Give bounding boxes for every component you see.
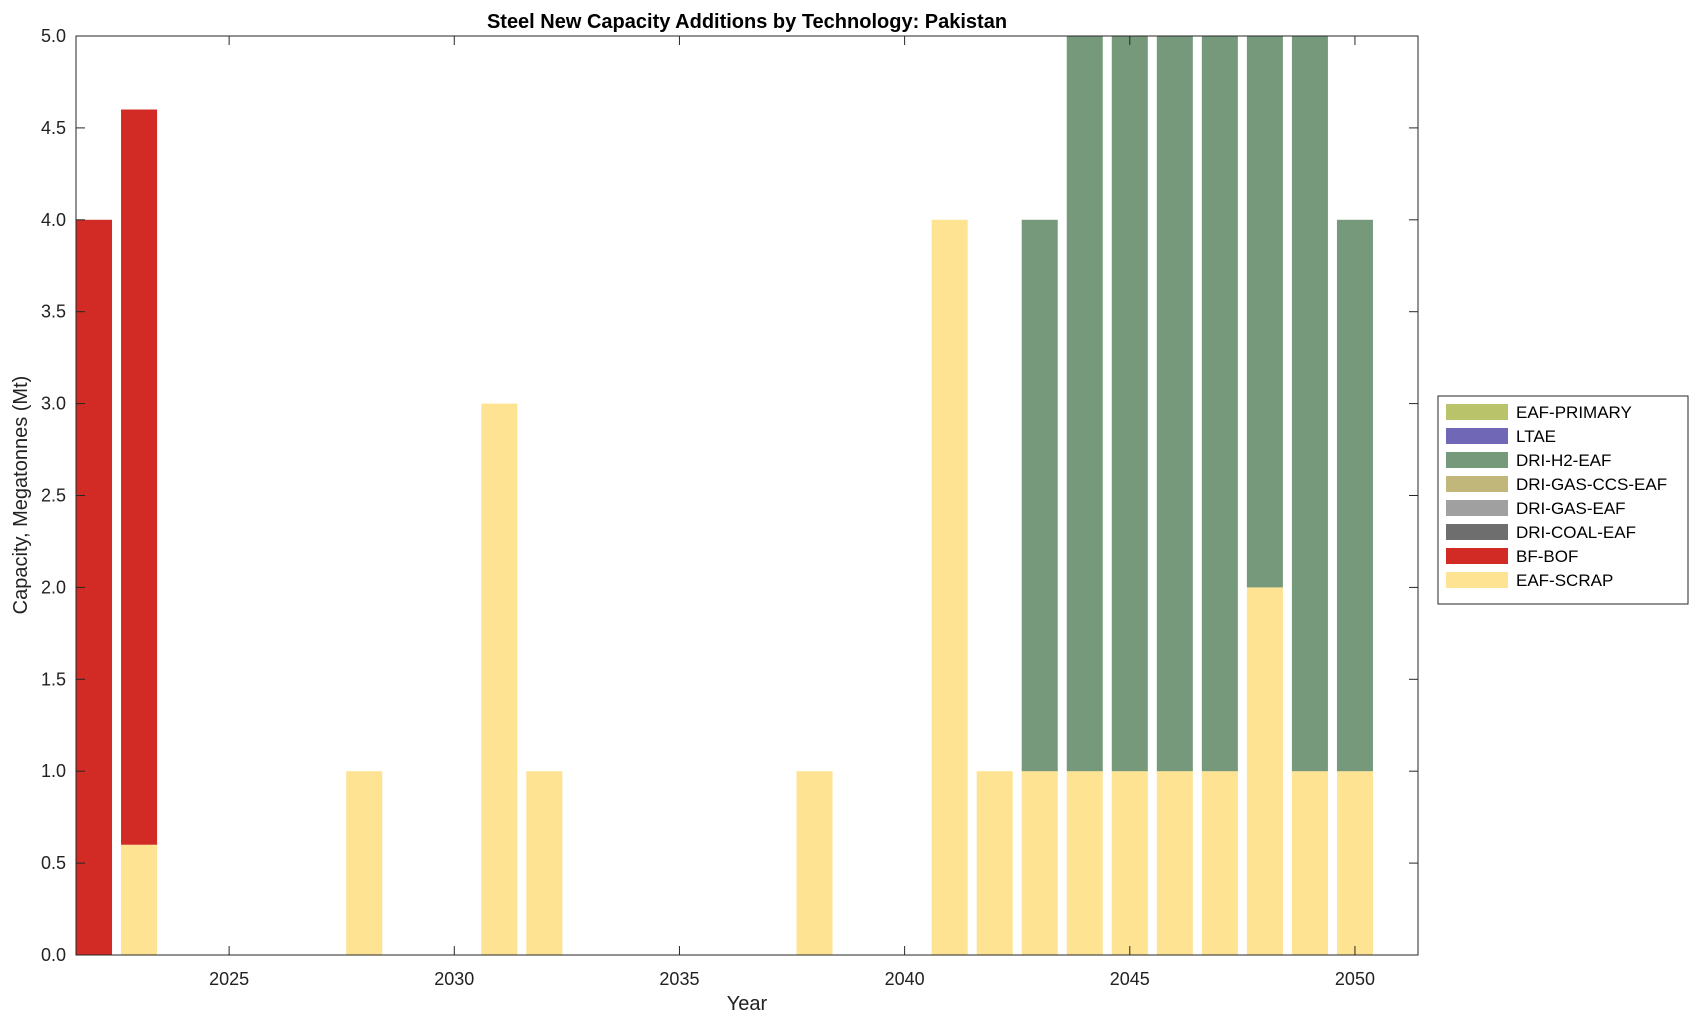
legend-swatch-ltae: [1446, 428, 1508, 444]
bar-dri-h2-eaf-2046: [1156, 36, 1193, 772]
bar-eaf-scrap-2045: [1111, 771, 1148, 955]
plot-area: [76, 36, 1418, 955]
legend-label-dri-gas-ccs-eaf: DRI-GAS-CCS-EAF: [1516, 475, 1667, 494]
y-axis-label: Capacity, Megatonnes (Mt): [10, 376, 32, 615]
axes: 2025 2030 2035 2040 2045 2050 0.0 0.5 1.0 1.5 2.0 2…: [41, 26, 1419, 989]
y-tick-label: 2.5: [41, 486, 66, 506]
bar-eaf-scrap-2043: [1021, 771, 1058, 955]
legend-label-dri-gas-eaf: DRI-GAS-EAF: [1516, 499, 1626, 518]
bar-eaf-scrap-2044: [1066, 771, 1103, 955]
legend-swatch-dri-coal-eaf: [1446, 524, 1508, 540]
bar-eaf-scrap-2049: [1291, 771, 1328, 955]
legend-label-eaf-scrap: EAF-SCRAP: [1516, 571, 1613, 590]
bar-eaf-scrap-2050: [1336, 771, 1373, 955]
bar-eaf-scrap-2048: [1246, 587, 1283, 955]
x-axis-label: Year: [727, 993, 768, 1015]
bars-layer: [76, 36, 1373, 955]
bar-eaf-scrap-2023: [121, 844, 158, 955]
bar-dri-h2-eaf-2048: [1246, 36, 1283, 588]
legend-swatch-dri-gas-eaf: [1446, 500, 1508, 516]
bar-dri-h2-eaf-2043: [1021, 219, 1058, 772]
legend-swatch-dri-gas-ccs-eaf: [1446, 476, 1508, 492]
bar-dri-h2-eaf-2047: [1201, 36, 1238, 772]
bar-bf-bof-2023: [121, 109, 158, 845]
x-tick-label: 2025: [209, 969, 249, 989]
legend-label-dri-coal-eaf: DRI-COAL-EAF: [1516, 523, 1636, 542]
y-tick-label: 0.0: [41, 945, 66, 965]
legend-swatch-dri-h2-eaf: [1446, 452, 1508, 468]
y-tick-label: 4.0: [41, 210, 66, 230]
y-tick-label: 3.5: [41, 302, 66, 322]
bar-dri-h2-eaf-2044: [1066, 36, 1103, 772]
plot-background: [76, 36, 1418, 955]
x-tick-label: 2050: [1335, 969, 1375, 989]
y-tick-label: 5.0: [41, 26, 66, 46]
legend-label-bf-bof: BF-BOF: [1516, 547, 1578, 566]
y-tick-label: 2.0: [41, 577, 66, 597]
legend-swatch-eaf-primary: [1446, 404, 1508, 420]
bar-dri-h2-eaf-2045: [1111, 36, 1148, 772]
legend-label-ltae: LTAE: [1516, 427, 1556, 446]
y-tick-label: 4.5: [41, 118, 66, 138]
x-tick-label: 2035: [659, 969, 699, 989]
y-tick-label: 3.0: [41, 394, 66, 414]
legend-swatch-bf-bof: [1446, 548, 1508, 564]
y-tick-label: 1.0: [41, 761, 66, 781]
legend: EAF-PRIMARY LTAE DRI-H2-EAF DRI-GAS-CCS-EAF…: [1437, 395, 1689, 605]
bar-eaf-scrap-2041: [931, 219, 968, 955]
x-tick-label: 2040: [885, 969, 925, 989]
bar-eaf-scrap-2046: [1156, 771, 1193, 955]
x-tick-label: 2030: [434, 969, 474, 989]
bar-dri-h2-eaf-2049: [1291, 36, 1328, 772]
bar-eaf-scrap-2042: [976, 771, 1013, 955]
legend-label-dri-h2-eaf: DRI-H2-EAF: [1516, 451, 1611, 470]
bar-dri-h2-eaf-2050: [1336, 219, 1373, 772]
bar-eaf-scrap-2031: [481, 403, 518, 955]
y-tick-label: 1.5: [41, 669, 66, 689]
x-tick-label: 2045: [1110, 969, 1150, 989]
legend-swatch-eaf-scrap: [1446, 572, 1508, 588]
bar-eaf-scrap-2028: [346, 771, 383, 955]
bar-eaf-scrap-2047: [1201, 771, 1238, 955]
bar-eaf-scrap-2032: [526, 771, 563, 955]
bar-eaf-scrap-2038: [796, 771, 833, 955]
legend-label-eaf-primary: EAF-PRIMARY: [1516, 403, 1632, 422]
chart-title: Steel New Capacity Additions by Technolo…: [487, 11, 1007, 33]
y-tick-label: 0.5: [41, 853, 66, 873]
